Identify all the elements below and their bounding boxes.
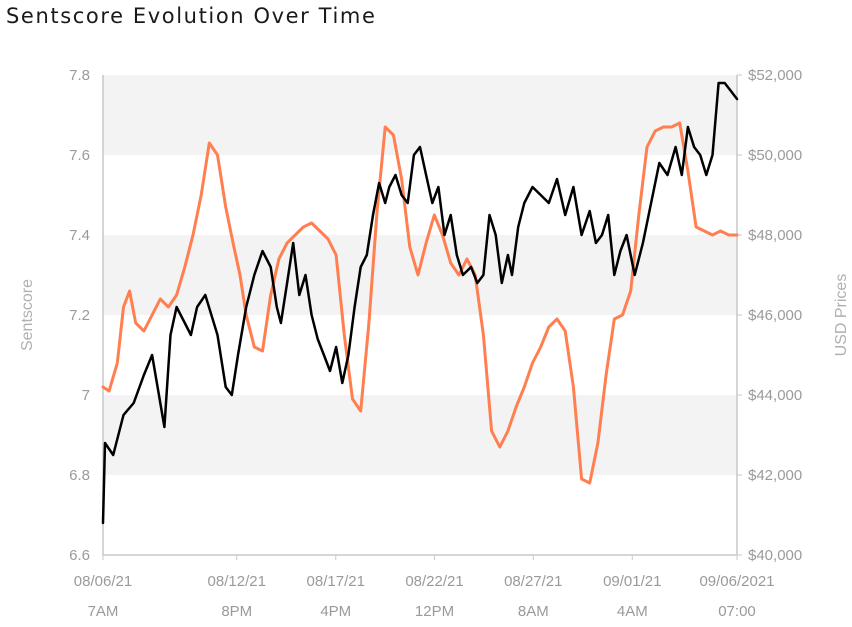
left-axis-tick-label: 7 — [82, 387, 90, 404]
x-axis-tick-date: 08/12/21 — [208, 573, 266, 590]
x-axis-tick-date: 08/27/21 — [504, 573, 562, 590]
x-axis-tick-time: 7AM — [88, 603, 119, 620]
left-axis-tick-label: 7.2 — [69, 307, 90, 324]
right-axis-tick-label: $44,000 — [748, 387, 802, 404]
plot-band — [103, 155, 737, 235]
chart-title: Sentscore Evolution Over Time — [6, 4, 377, 28]
left-axis-tick-label: 6.6 — [69, 547, 90, 564]
right-axis-title: USD Prices — [833, 274, 850, 357]
right-axis-tick-label: $48,000 — [748, 227, 802, 244]
right-axis-tick-label: $40,000 — [748, 547, 802, 564]
plot-band — [103, 75, 737, 155]
x-axis-tick-date: 08/22/21 — [405, 573, 463, 590]
right-axis-ticks: $40,000 $42,000 $44,000 $46,000 $48,000 $50,0… — [737, 67, 802, 564]
series-lines — [101, 81, 739, 525]
left-axis-tick-label: 7.6 — [69, 147, 90, 164]
usd-price-line — [101, 121, 739, 485]
x-axis-tick-date: 09/01/21 — [603, 573, 661, 590]
x-axis-tick-time: 8AM — [518, 603, 549, 620]
right-axis-tick-label: $42,000 — [748, 467, 802, 484]
left-axis-tick-label: 6.8 — [69, 467, 90, 484]
plot-band — [103, 315, 737, 395]
x-axis-ticks: 08/06/21 7AM 08/12/21 8PM 08/17/21 4PM 08/22/2… — [74, 555, 775, 620]
left-axis-ticks: 6.6 6.8 7 7.2 7.4 7.6 7.8 — [69, 67, 90, 564]
x-axis-tick-date: 08/17/21 — [307, 573, 365, 590]
x-axis-tick-time: 07:00 — [718, 603, 756, 620]
sentscore-line — [101, 81, 739, 525]
left-axis-title: Sentscore — [19, 279, 36, 351]
right-axis-tick-label: $52,000 — [748, 67, 802, 84]
plot-band — [103, 395, 737, 475]
plot-band — [103, 475, 737, 555]
left-axis-tick-label: 7.4 — [69, 227, 90, 244]
x-axis-tick-time: 4PM — [320, 603, 351, 620]
left-axis-tick-label: 7.8 — [69, 67, 90, 84]
x-axis-tick-time: 4AM — [617, 603, 648, 620]
x-axis-tick-time: 8PM — [221, 603, 252, 620]
x-axis-tick-date: 09/06/2021 — [699, 573, 774, 590]
right-axis-tick-label: $50,000 — [748, 147, 802, 164]
right-axis-tick-label: $46,000 — [748, 307, 802, 324]
x-axis-tick-date: 08/06/21 — [74, 573, 132, 590]
x-axis-tick-time: 12PM — [415, 603, 454, 620]
plot-bands — [103, 75, 737, 555]
